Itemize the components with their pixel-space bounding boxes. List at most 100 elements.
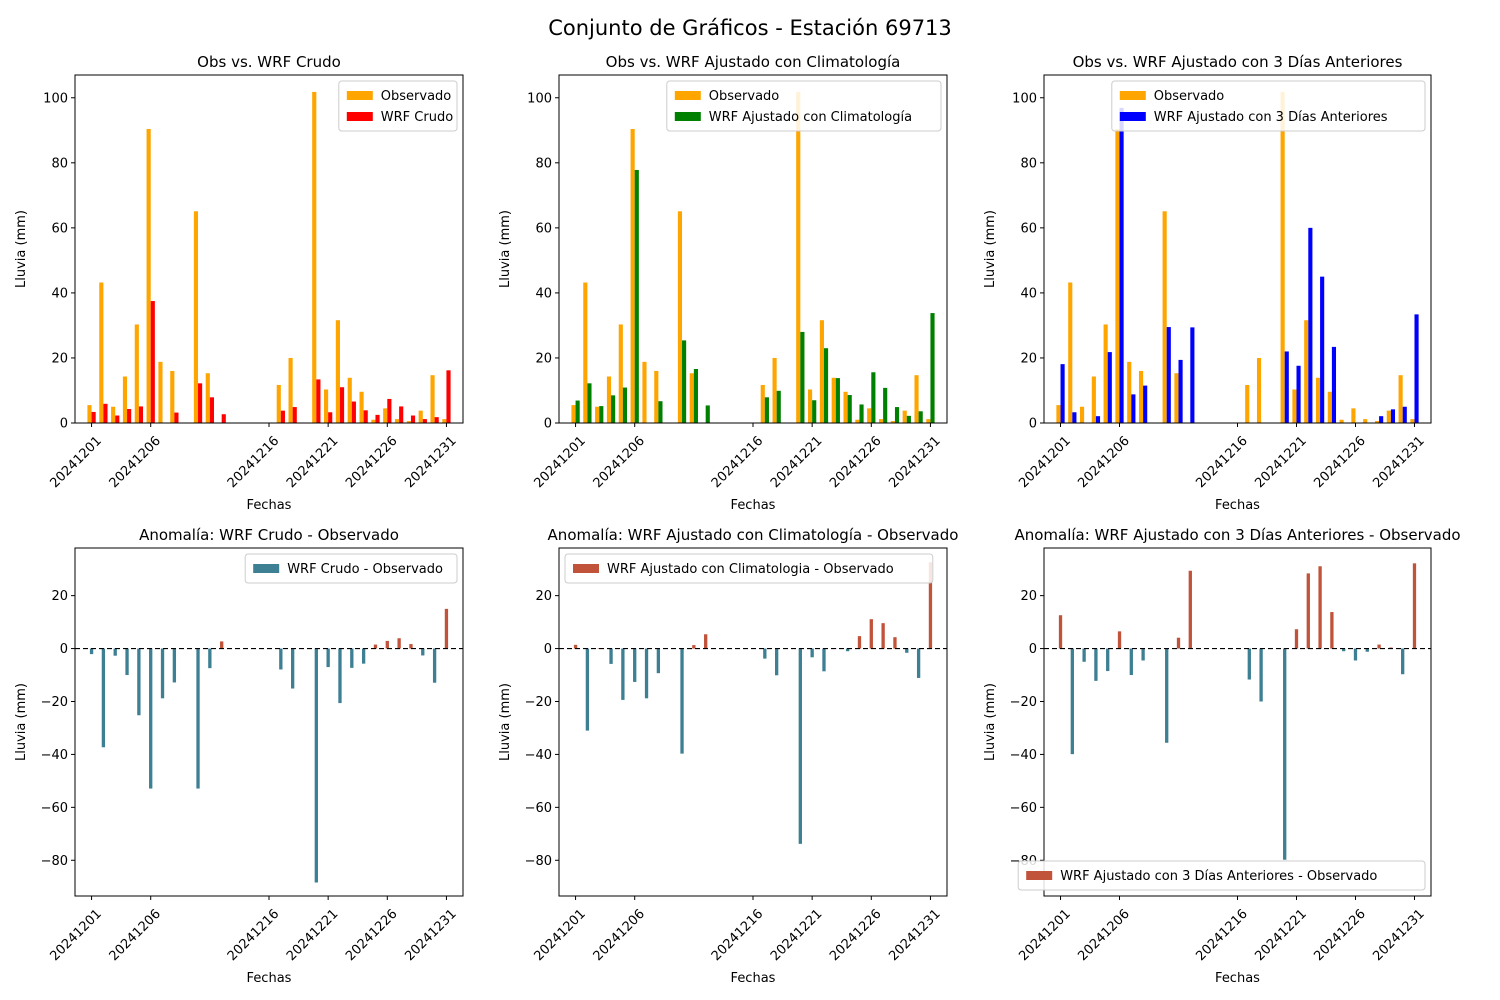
y-tick-label: 100: [527, 91, 552, 106]
bar-anomaly: [1082, 648, 1086, 662]
y-tick-label: −40: [41, 748, 68, 763]
bar-wrf: [883, 387, 888, 423]
bar-observed: [276, 384, 281, 423]
y-tick-label: 100: [43, 91, 68, 106]
bar-wrf: [1143, 385, 1148, 423]
x-tick-label: 20241231: [402, 434, 459, 491]
bar-anomaly: [1188, 570, 1192, 649]
legend-box: [1017, 860, 1426, 891]
bar-anomaly: [409, 644, 413, 649]
bar-wrf: [1402, 406, 1407, 423]
bar-observed: [1138, 370, 1144, 423]
bar-observed: [430, 375, 435, 423]
bar-observed: [347, 377, 352, 423]
bar-anomaly: [397, 638, 401, 649]
legend-swatch: [346, 112, 373, 121]
bar-anomaly: [881, 623, 885, 649]
bar-wrf: [328, 412, 333, 423]
bar-observed: [1339, 419, 1344, 423]
bar-anomaly: [845, 648, 850, 652]
bar-wrf: [446, 370, 451, 423]
bar-wrf: [906, 415, 911, 423]
x-tick-label: 20241201: [47, 907, 104, 964]
bar-anomaly: [279, 648, 283, 670]
bar-anomaly: [220, 641, 224, 649]
bar-observed: [1068, 282, 1073, 423]
bar-anomaly: [89, 648, 94, 655]
bar-wrf: [1060, 364, 1065, 423]
bar-anomaly: [1129, 648, 1133, 676]
bar-observed: [1292, 389, 1297, 423]
legend-swatch: [1026, 871, 1053, 880]
bar-wrf: [682, 340, 687, 423]
bar-wrf: [127, 409, 132, 423]
chart-panel-3: Obs vs. WRF Ajustado con 3 Días Anterior…: [983, 53, 1432, 513]
figure-title: Conjunto de Gráficos - Estación 69713: [548, 16, 952, 40]
bar-observed: [630, 128, 635, 424]
bar-anomaly: [1342, 648, 1346, 652]
bar-wrf: [422, 419, 427, 423]
bar-observed: [618, 324, 623, 423]
legend-label: Observado: [1154, 89, 1225, 104]
bar-anomaly: [1401, 648, 1405, 675]
bar-wrf: [1296, 365, 1301, 423]
bar-anomaly: [621, 648, 625, 700]
bar-wrf: [1072, 412, 1077, 423]
bar-wrf: [150, 301, 155, 423]
legend: Observado WRF Ajustado con 3 Días Anterio…: [1111, 80, 1426, 132]
bar-wrf: [693, 369, 698, 423]
chart-panel-6: Anomalía: WRF Ajustado con 3 Días Anteri…: [983, 526, 1461, 986]
x-tick-label: 20241201: [47, 434, 104, 491]
bar-anomaly: [893, 637, 897, 649]
y-tick-label: 60: [1020, 221, 1037, 236]
x-tick-label: 20241226: [827, 434, 884, 491]
bar-observed: [642, 361, 647, 423]
bar-anomaly: [101, 648, 106, 748]
y-axis-label: Lluvia (mm): [14, 210, 29, 288]
panel-title: Obs vs. WRF Ajustado con 3 Días Anterior…: [1073, 53, 1403, 71]
bar-observed: [1410, 419, 1415, 423]
legend-swatch: [1119, 112, 1146, 121]
bar-observed: [335, 320, 340, 423]
bar-anomaly: [149, 648, 153, 789]
x-tick-label: 20241201: [1016, 434, 1073, 491]
bar-anomaly: [905, 648, 909, 653]
x-tick-label: 20241216: [1193, 434, 1250, 491]
x-tick-label: 20241226: [827, 907, 884, 964]
legend: Observado WRF Ajustado con Climatología: [666, 80, 942, 132]
bar-observed: [371, 419, 376, 423]
bar-observed: [654, 370, 659, 423]
x-tick-label: 20241216: [225, 434, 282, 491]
y-tick-label: 60: [51, 221, 68, 236]
y-tick-label: 0: [60, 642, 68, 657]
x-tick-label: 20241231: [1370, 434, 1427, 491]
bar-observed: [1256, 357, 1262, 423]
bar-wrf: [1308, 227, 1313, 423]
bar-observed: [796, 91, 801, 424]
bar-observed: [406, 421, 411, 423]
y-tick-label: 20: [1020, 589, 1037, 604]
panel-title: Anomalía: WRF Ajustado con Climatología …: [548, 526, 959, 544]
bar-observed: [1056, 405, 1061, 423]
bar-observed: [914, 375, 919, 423]
bar-wrf: [399, 406, 404, 423]
bar-anomaly: [573, 644, 578, 649]
bar-anomaly: [113, 648, 117, 656]
legend-label: WRF Crudo: [381, 110, 453, 125]
x-axis-label: Fechas: [731, 971, 776, 986]
bar-wrf: [587, 383, 592, 423]
panel-title: Obs vs. WRF Ajustado con Climatología: [606, 53, 901, 71]
x-tick-label: 20241206: [107, 907, 164, 964]
bar-observed: [595, 406, 600, 423]
bar-wrf: [1379, 416, 1384, 423]
axes-frame: [1043, 547, 1432, 897]
bar-wrf: [622, 387, 628, 423]
x-tick-label: 20241216: [1193, 907, 1250, 964]
x-tick-label: 20241201: [1016, 907, 1073, 964]
legend-box: [564, 553, 934, 584]
x-tick-label: 20241201: [531, 434, 588, 491]
bar-wrf: [1119, 107, 1124, 423]
bar-anomaly: [373, 644, 378, 649]
bar-observed: [902, 410, 907, 423]
